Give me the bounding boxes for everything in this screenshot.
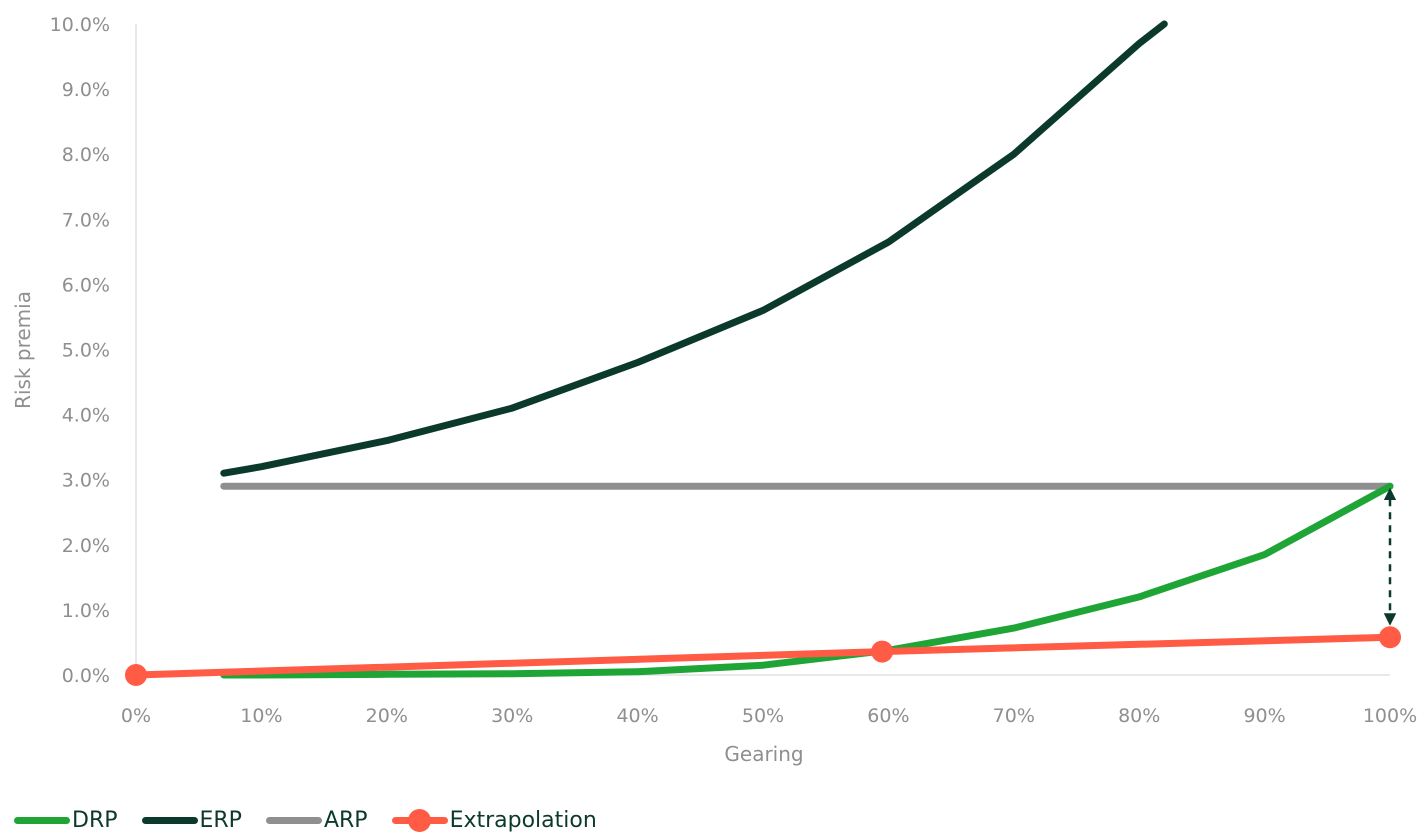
x-tick-label: 60% — [867, 705, 909, 727]
series-line-drp — [220, 482, 1394, 679]
y-tick-label: 4.0% — [62, 405, 110, 427]
legend-item-erp[interactable]: ERP — [141, 808, 242, 833]
y-tick-label: 0.0% — [62, 665, 110, 687]
chart: 0.0% 1.0% 2.0% 3.0% 4.0% 5.0% 6.0% 7.0% 8.0% 9.0%… — [11, 14, 1417, 766]
x-axis-title: Gearing — [724, 742, 803, 766]
legend-item-extrapolation[interactable]: Extrapolation — [391, 808, 597, 833]
x-axis: 0% 10% 20% 30% 40% 50% 60% 70% 80% 90% 100% — [121, 674, 1417, 727]
y-tick-label: 7.0% — [62, 209, 110, 231]
y-tick-label: 3.0% — [62, 470, 110, 492]
y-tick-label: 10.0% — [50, 14, 110, 36]
legend-label-drp: DRP — [72, 808, 118, 833]
y-tick-label: 1.0% — [62, 600, 110, 622]
x-tick-label: 30% — [491, 705, 533, 727]
legend-label-extrapolation: Extrapolation — [449, 808, 597, 833]
x-tick-label: 10% — [240, 705, 282, 727]
series-line-extrapolation — [132, 633, 1394, 679]
x-tick-label: 90% — [1243, 705, 1285, 727]
x-tick-label: 50% — [742, 705, 784, 727]
legend: DRP ERP ARP Extrapolation — [14, 808, 621, 833]
y-tick-label: 6.0% — [62, 274, 110, 296]
data-point-extrapolation — [1379, 626, 1401, 649]
y-tick-label: 9.0% — [62, 79, 110, 101]
legend-swatch-drp — [14, 817, 70, 824]
legend-swatch-extrapolation — [391, 809, 448, 832]
x-tick-label: 40% — [616, 705, 658, 727]
legend-label-erp: ERP — [199, 808, 242, 833]
y-tick-label: 5.0% — [62, 340, 110, 362]
legend-item-drp[interactable]: DRP — [14, 808, 118, 833]
y-tick-label: 8.0% — [62, 144, 110, 166]
x-tick-label: 80% — [1118, 705, 1160, 727]
x-tick-label: 20% — [366, 705, 408, 727]
legend-swatch-arp — [265, 817, 322, 824]
data-point-extrapolation — [871, 640, 894, 663]
legend-label-arp: ARP — [323, 808, 368, 833]
legend-marker-icon — [407, 809, 431, 832]
legend-item-arp[interactable]: ARP — [265, 808, 368, 833]
y-axis: 0.0% 1.0% 2.0% 3.0% 4.0% 5.0% 6.0% 7.0% 8.0% 9.0%… — [50, 14, 137, 687]
x-tick-label: 70% — [993, 705, 1035, 727]
x-tick-label: 100% — [1363, 705, 1417, 727]
x-tick-label: 0% — [121, 705, 151, 727]
y-tick-label: 2.0% — [62, 535, 110, 557]
data-point-extrapolation — [125, 664, 147, 686]
legend-swatch-erp — [141, 817, 198, 824]
y-axis-title: Risk premia — [11, 291, 35, 409]
series-line-erp — [220, 20, 1168, 477]
plot-area — [125, 20, 1401, 686]
